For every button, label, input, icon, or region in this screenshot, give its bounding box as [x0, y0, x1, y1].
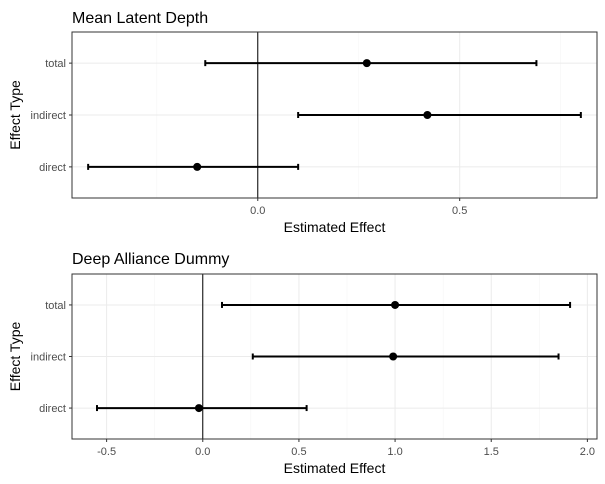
estimate-point-total: [391, 300, 400, 309]
x-tick-label: 2.0: [580, 446, 595, 458]
estimates-layer: [96, 300, 572, 413]
panel-mean-latent-depth: Mean Latent Depth 0.0 0.5 total indirect dir…: [7, 10, 598, 235]
x-tick-label: 1.5: [484, 446, 499, 458]
axis-ticks: -0.5 0.0 0.5 1.0 1.5 2.0 total indirect direct: [31, 300, 596, 458]
y-tick-label-direct: direct: [39, 162, 66, 174]
x-axis-title: Estimated Effect: [284, 219, 386, 235]
y-tick-label-direct: direct: [39, 403, 66, 415]
x-tick-label: 0.0: [250, 205, 265, 217]
axis-ticks: 0.0 0.5 total indirect direct: [31, 58, 468, 217]
panel-title: Deep Alliance Dummy: [72, 251, 229, 268]
estimate-point-direct: [194, 404, 203, 413]
x-tick-label: 1.0: [387, 446, 402, 458]
estimate-point-indirect: [389, 352, 398, 361]
y-tick-label-indirect: indirect: [31, 110, 66, 122]
x-tick-label: 0.5: [291, 446, 306, 458]
x-tick-label: 0.5: [452, 205, 467, 217]
panel-title: Mean Latent Depth: [72, 10, 208, 27]
y-axis-title: Effect Type: [7, 322, 23, 392]
y-axis-title: Effect Type: [7, 80, 23, 150]
estimate-point-direct: [193, 162, 202, 171]
estimate-point-total: [362, 59, 371, 68]
x-tick-label: -0.5: [97, 446, 116, 458]
y-tick-label-total: total: [45, 58, 66, 70]
y-tick-label-total: total: [45, 300, 66, 312]
panel-deep-alliance-dummy: Deep Alliance Dummy -0.5 0.0 0.5 1.0 1.5 2.0 t…: [7, 251, 598, 476]
estimate-point-indirect: [423, 111, 432, 119]
y-tick-label-indirect: indirect: [31, 352, 66, 364]
estimates-layer: [87, 59, 582, 171]
x-tick-label: 0.0: [195, 446, 210, 458]
x-axis-title: Estimated Effect: [284, 460, 386, 476]
